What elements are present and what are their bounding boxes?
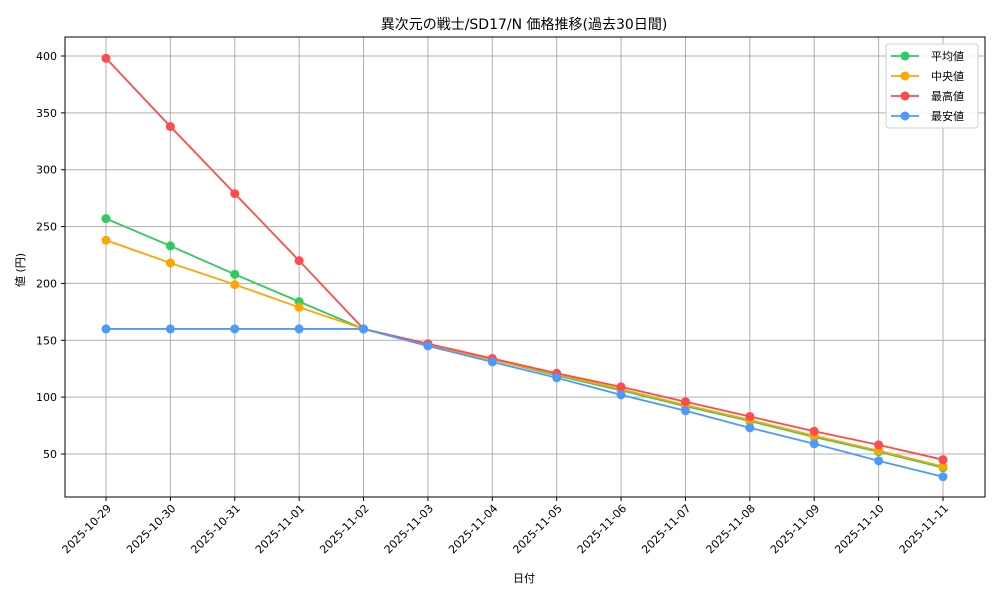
data-point xyxy=(294,324,304,334)
data-point xyxy=(874,440,884,450)
data-point xyxy=(101,324,111,334)
data-point xyxy=(938,462,948,472)
y-tick-label: 100 xyxy=(36,391,57,404)
series-lines xyxy=(101,53,948,482)
data-point xyxy=(809,426,819,436)
y-axis-label: 値 (円) xyxy=(14,253,27,287)
data-point xyxy=(487,357,497,367)
x-tick-label: 2025-11-07 xyxy=(639,502,693,556)
series-line xyxy=(105,57,944,461)
legend-item: 最高値 xyxy=(891,89,964,103)
legend-label: 中央値 xyxy=(931,70,964,83)
data-point xyxy=(423,341,433,351)
data-point xyxy=(359,324,369,334)
series-最高値 xyxy=(101,53,948,465)
x-tick-label: 2025-11-10 xyxy=(832,502,886,556)
x-axis: 2025-10-29 2025-10-30 2025-10-31 2025-11-01… xyxy=(60,497,951,556)
y-tick-label: 350 xyxy=(36,107,57,120)
x-tick-label: 2025-11-01 xyxy=(253,502,307,556)
legend-box xyxy=(885,43,979,129)
y-tick-label: 200 xyxy=(36,277,57,290)
data-point xyxy=(552,373,562,383)
x-tick-label: 2025-11-02 xyxy=(317,502,371,556)
data-point xyxy=(165,122,175,132)
data-point xyxy=(745,411,755,421)
data-point xyxy=(294,256,304,266)
data-point xyxy=(230,269,240,279)
grid xyxy=(65,37,985,497)
data-point xyxy=(809,439,819,449)
data-point xyxy=(938,472,948,482)
x-tick-label: 2025-11-08 xyxy=(704,502,758,556)
data-point xyxy=(165,324,175,334)
x-tick-label: 2025-10-31 xyxy=(188,502,242,556)
y-tick-label: 50 xyxy=(43,448,57,461)
legend-label: 最安値 xyxy=(931,109,964,123)
legend-item: 中央値 xyxy=(891,70,964,83)
x-tick-label: 2025-11-11 xyxy=(897,502,951,556)
data-point xyxy=(294,302,304,312)
data-point xyxy=(230,324,240,334)
x-axis-label: 日付 xyxy=(513,572,535,585)
legend-item: 最安値 xyxy=(891,109,964,123)
data-point xyxy=(101,53,111,63)
x-tick-label: 2025-11-05 xyxy=(510,502,564,556)
legend-marker xyxy=(900,71,910,81)
series-最安値 xyxy=(101,324,948,482)
series-line xyxy=(106,328,944,478)
y-axis: 50 100 150 200 250 300 350 400 xyxy=(36,50,65,461)
x-tick-label: 2025-10-30 xyxy=(124,502,178,556)
legend-label: 最高値 xyxy=(931,89,964,103)
data-point xyxy=(165,241,175,251)
x-tick-label: 2025-11-03 xyxy=(382,502,436,556)
legend-item: 平均値 xyxy=(891,50,964,63)
data-point xyxy=(680,406,690,416)
data-point xyxy=(938,455,948,465)
data-point xyxy=(745,423,755,433)
x-tick-label: 2025-10-29 xyxy=(60,502,114,556)
y-tick-label: 250 xyxy=(36,221,57,234)
data-point xyxy=(230,189,240,199)
series-line xyxy=(105,239,944,468)
data-point xyxy=(230,280,240,290)
y-tick-label: 400 xyxy=(36,50,57,63)
data-point xyxy=(616,390,626,400)
data-point xyxy=(101,214,111,224)
x-tick-label: 2025-11-09 xyxy=(768,502,822,556)
data-point xyxy=(165,258,175,268)
chart-title: 異次元の戦士/SD17/N 価格推移(過去30日間) xyxy=(381,17,668,33)
y-tick-label: 150 xyxy=(36,334,57,347)
legend-marker xyxy=(900,111,910,121)
x-tick-label: 2025-11-04 xyxy=(446,502,500,556)
x-tick-label: 2025-11-06 xyxy=(575,502,629,556)
legend-marker xyxy=(900,51,910,61)
data-point xyxy=(616,382,626,392)
data-point xyxy=(680,397,690,407)
data-point xyxy=(874,456,884,466)
legend-label: 平均値 xyxy=(931,50,964,63)
legend-marker xyxy=(900,91,910,101)
data-point xyxy=(101,235,111,245)
plot-frame xyxy=(64,36,986,498)
y-tick-label: 300 xyxy=(36,164,57,177)
